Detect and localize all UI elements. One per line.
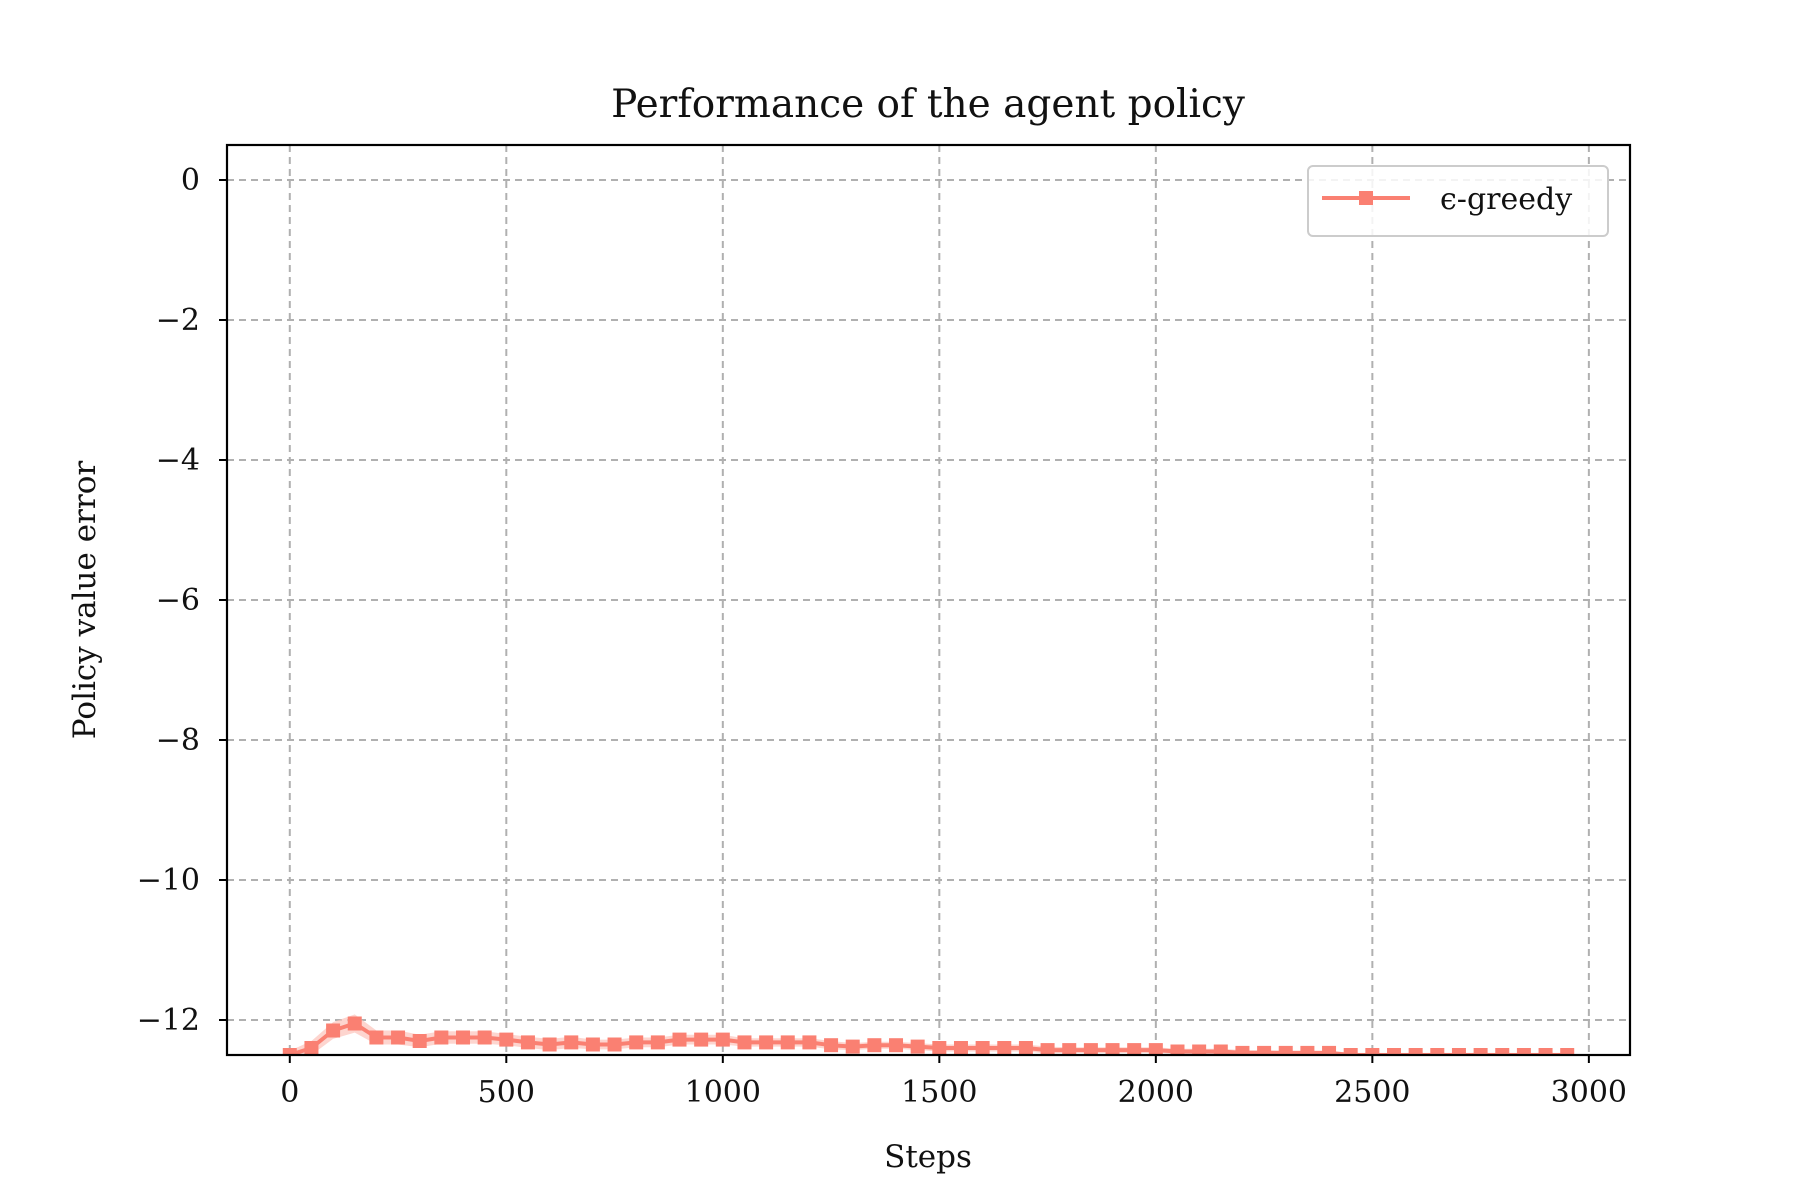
data-point <box>412 1034 427 1048</box>
data-point <box>1451 1048 1466 1055</box>
series-layer <box>282 1016 1575 1055</box>
data-point <box>1538 1048 1553 1055</box>
y-tick-label: −2 <box>156 303 200 338</box>
data-point <box>282 1048 297 1055</box>
y-tick-label: 0 <box>181 163 200 198</box>
data-point <box>1105 1043 1120 1055</box>
x-tick-label: 2500 <box>1334 1075 1410 1110</box>
data-point <box>1430 1048 1445 1055</box>
data-point <box>369 1030 384 1045</box>
data-point <box>889 1038 904 1053</box>
data-point <box>672 1032 687 1047</box>
x-tick-label: 3000 <box>1551 1075 1627 1110</box>
data-point <box>1278 1045 1293 1055</box>
data-point <box>1322 1045 1337 1055</box>
data-point <box>434 1030 449 1045</box>
data-point <box>737 1035 752 1050</box>
data-point <box>1257 1045 1272 1055</box>
data-point <box>1192 1044 1207 1055</box>
y-tick-label: −12 <box>137 1003 200 1038</box>
data-point <box>542 1037 557 1052</box>
legend-label: ϵ-greedy <box>1440 182 1572 217</box>
data-point <box>1387 1048 1402 1055</box>
data-point <box>585 1037 600 1052</box>
data-point <box>1170 1044 1185 1055</box>
data-point <box>953 1041 968 1055</box>
x-tick-label: 1500 <box>901 1075 977 1110</box>
legend: ϵ-greedy <box>1307 165 1609 237</box>
data-point <box>1560 1048 1575 1055</box>
data-point <box>347 1016 362 1031</box>
y-tick-label: −8 <box>156 723 200 758</box>
legend-marker <box>1359 191 1373 205</box>
data-point <box>997 1041 1012 1055</box>
data-point <box>845 1039 860 1054</box>
data-point <box>499 1032 514 1047</box>
grid <box>227 145 1630 1055</box>
x-tick-label: 2000 <box>1118 1075 1194 1110</box>
data-point <box>1408 1048 1423 1055</box>
x-axis-label: Steps <box>884 1139 972 1175</box>
data-point <box>520 1035 535 1050</box>
x-tick-label: 500 <box>478 1075 535 1110</box>
data-point <box>1365 1048 1380 1055</box>
data-point <box>1516 1048 1531 1055</box>
data-point <box>802 1035 817 1050</box>
data-point <box>650 1035 665 1050</box>
y-axis-ticks: 0 −2 −4 −6 −8 −10 −12 <box>137 163 227 1038</box>
data-point <box>607 1037 622 1052</box>
legend-box <box>1307 165 1609 237</box>
y-tick-label: −6 <box>156 583 200 618</box>
x-tick-label: 0 <box>280 1075 299 1110</box>
data-point <box>1127 1043 1142 1055</box>
y-tick-label: −10 <box>137 863 200 898</box>
data-point <box>629 1035 644 1050</box>
data-point <box>1083 1043 1098 1055</box>
data-point <box>910 1039 925 1054</box>
data-point <box>1235 1045 1250 1055</box>
data-point <box>824 1038 839 1053</box>
data-point <box>304 1041 319 1055</box>
data-point <box>1300 1045 1315 1055</box>
data-point <box>1062 1043 1077 1055</box>
data-point <box>455 1030 470 1045</box>
data-point <box>975 1041 990 1055</box>
data-point <box>564 1035 579 1050</box>
data-point <box>1213 1044 1228 1055</box>
data-point <box>477 1030 492 1045</box>
data-point <box>694 1032 709 1047</box>
data-point <box>1148 1043 1163 1055</box>
y-tick-label: −4 <box>156 443 200 478</box>
data-point <box>715 1032 730 1047</box>
data-point <box>780 1035 795 1050</box>
data-point <box>1473 1048 1488 1055</box>
data-point <box>867 1038 882 1053</box>
chart-title: Performance of the agent policy <box>611 82 1245 127</box>
data-point <box>1018 1041 1033 1055</box>
data-point <box>1343 1048 1358 1055</box>
data-point <box>391 1030 406 1045</box>
data-point <box>1495 1048 1510 1055</box>
data-point <box>1040 1043 1055 1055</box>
data-point <box>326 1023 341 1038</box>
data-point <box>759 1035 774 1050</box>
x-tick-label: 1000 <box>685 1075 761 1110</box>
data-point <box>932 1041 947 1055</box>
x-axis-ticks: 0 500 1000 1500 2000 2500 3000 <box>280 1055 1627 1110</box>
y-axis-label: Policy value error <box>67 461 103 740</box>
